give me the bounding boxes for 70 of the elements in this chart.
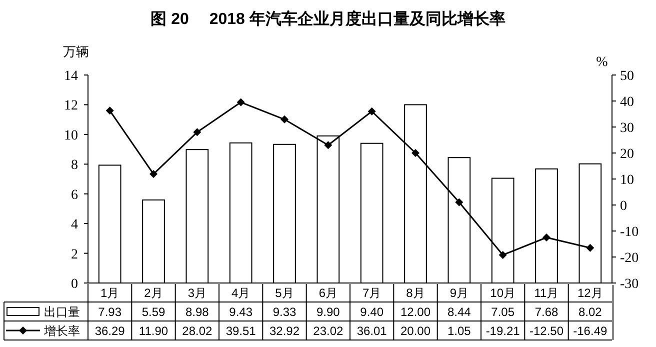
y-tick-label: 2: [71, 247, 78, 262]
data-label: 36.29: [94, 324, 126, 338]
y-axis-title: 万辆: [63, 44, 89, 59]
y-tick-label: 14: [64, 69, 78, 84]
y2-tick-label: -10: [620, 225, 639, 240]
y2-tick-label: -20: [620, 251, 639, 266]
x-tick-label: 2月: [144, 286, 163, 300]
point: [542, 234, 550, 242]
y-tick-label: 4: [71, 218, 78, 233]
data-label: 7.68: [534, 305, 558, 319]
data-label: 20.00: [400, 324, 431, 338]
data-label: 9.40: [360, 305, 384, 319]
chart-title: 图 20 2018 年汽车企业月度出口量及同比增长率: [150, 9, 506, 28]
point: [150, 170, 158, 178]
x-tick-label: 6月: [318, 286, 338, 300]
x-tick-label: 10月: [490, 286, 516, 300]
y2-tick-label: 20: [620, 147, 634, 162]
point: [412, 149, 420, 157]
data-label: -19.21: [486, 324, 520, 338]
x-tick-label: 12月: [577, 286, 603, 300]
data-label: 8.02: [578, 305, 602, 319]
data-label: 5.59: [142, 305, 166, 319]
x-tick-label: 4月: [231, 286, 250, 300]
data-label: 9.33: [272, 305, 296, 319]
point: [368, 107, 376, 116]
x-tick-label: 8月: [406, 286, 425, 300]
data-label: 1.05: [447, 324, 472, 338]
data-label: 7.93: [98, 305, 122, 319]
point: [193, 128, 202, 136]
x-tick-label: 3月: [188, 286, 207, 300]
y-tick-label: 0: [71, 277, 78, 292]
data-label: 32.92: [269, 324, 300, 338]
y-tick-label: 8: [71, 158, 78, 174]
data-label: 8.44: [447, 305, 472, 319]
x-tick-label: 5月: [275, 286, 294, 300]
y-tick-label: 10: [64, 128, 78, 144]
x-tick-label: 7月: [362, 286, 382, 300]
data-label: -16.49: [573, 324, 608, 338]
y2-tick-label: -30: [620, 277, 639, 292]
y2-tick-label: 40: [620, 95, 634, 110]
data-label: 7.05: [491, 305, 515, 319]
data-label: -12.50: [529, 324, 564, 338]
data-label: 11.90: [138, 324, 168, 338]
point: [106, 106, 114, 115]
data-label: 12.00: [400, 305, 431, 319]
data-label: 8.98: [185, 305, 210, 319]
y-tick-label: 12: [64, 98, 78, 114]
point: [498, 250, 507, 259]
y-tick-label: 6: [71, 188, 78, 203]
legend-label: 增长率: [43, 324, 80, 338]
y2-axis-title: %: [596, 55, 608, 70]
y2-tick-label: 10: [620, 173, 634, 188]
point: [324, 141, 332, 150]
legend-label: 出口量: [44, 305, 80, 319]
y2-tick-label: 50: [620, 69, 634, 84]
y2-tick-label: 0: [620, 199, 627, 214]
point: [280, 115, 288, 124]
data-label: 9.43: [229, 305, 253, 319]
data-label: 36.01: [356, 324, 388, 338]
point: [236, 98, 245, 106]
x-tick-label: 9月: [450, 286, 469, 300]
x-tick-label: 1月: [100, 286, 120, 300]
data-label: 23.02: [313, 324, 344, 338]
data-label: 39.51: [226, 324, 256, 338]
point: [586, 244, 594, 252]
data-label: 28.02: [182, 324, 213, 338]
data-label: 9.90: [316, 305, 340, 319]
y2-tick-label: 30: [620, 121, 634, 136]
point: [455, 198, 464, 206]
x-tick-label: 11月: [534, 286, 559, 300]
